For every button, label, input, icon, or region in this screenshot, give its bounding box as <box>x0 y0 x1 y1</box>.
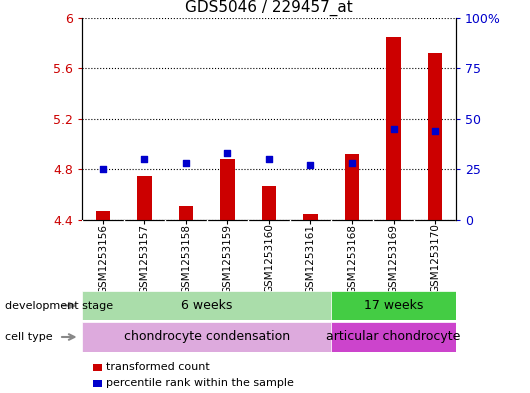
Bar <box>262 186 276 220</box>
Bar <box>93 380 102 387</box>
Text: cell type: cell type <box>5 332 53 342</box>
Point <box>140 156 148 163</box>
Text: GSM1253157: GSM1253157 <box>139 224 149 294</box>
Bar <box>386 37 401 220</box>
Text: chondrocyte condensation: chondrocyte condensation <box>123 331 290 343</box>
Point <box>389 126 398 132</box>
Bar <box>179 206 193 220</box>
Bar <box>82 322 331 352</box>
Text: GSM1253169: GSM1253169 <box>388 224 399 294</box>
Point <box>348 160 356 167</box>
Text: transformed count: transformed count <box>106 362 210 373</box>
Point <box>99 166 107 173</box>
Bar <box>82 291 331 320</box>
Bar <box>331 322 456 352</box>
Text: GSM1253156: GSM1253156 <box>98 224 108 294</box>
Text: GSM1253160: GSM1253160 <box>264 224 274 294</box>
Text: GSM1253168: GSM1253168 <box>347 224 357 294</box>
Text: development stage: development stage <box>5 301 113 310</box>
Bar <box>220 160 235 220</box>
Text: GSM1253170: GSM1253170 <box>430 224 440 294</box>
Bar <box>93 364 102 371</box>
Text: GSM1253158: GSM1253158 <box>181 224 191 294</box>
Point <box>431 128 439 134</box>
Bar <box>331 291 456 320</box>
Bar <box>95 211 110 220</box>
Text: 6 weeks: 6 weeks <box>181 299 232 312</box>
Text: articular chondrocyte: articular chondrocyte <box>326 331 461 343</box>
Text: 17 weeks: 17 weeks <box>364 299 423 312</box>
Bar <box>137 176 152 220</box>
Point <box>306 162 315 169</box>
Text: GSM1253161: GSM1253161 <box>305 224 315 294</box>
Point <box>264 156 273 163</box>
Title: GDS5046 / 229457_at: GDS5046 / 229457_at <box>185 0 353 17</box>
Point <box>223 150 232 156</box>
Text: GSM1253159: GSM1253159 <box>223 224 233 294</box>
Bar <box>303 214 318 220</box>
Text: percentile rank within the sample: percentile rank within the sample <box>106 378 294 388</box>
Bar <box>344 154 359 220</box>
Bar <box>428 53 443 220</box>
Point <box>182 160 190 167</box>
